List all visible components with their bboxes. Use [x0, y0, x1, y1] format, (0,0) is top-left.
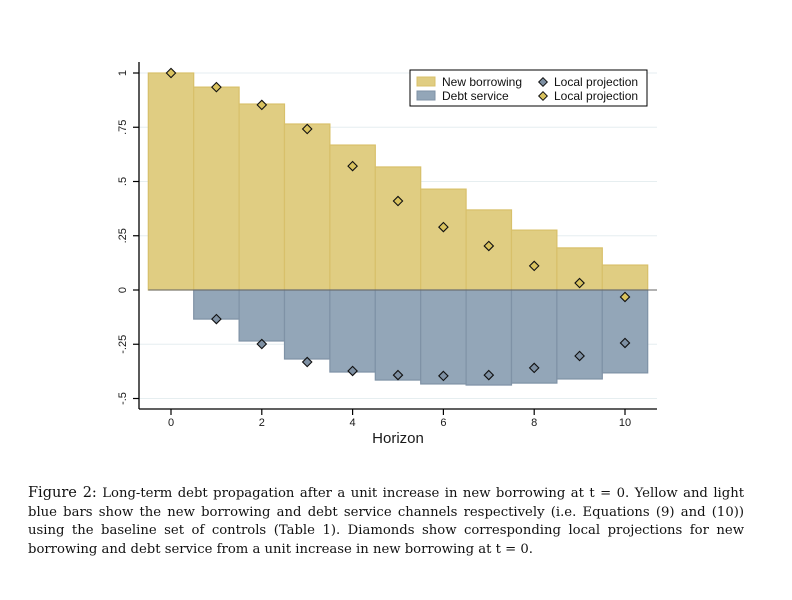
x-tick-label: 2: [259, 417, 265, 429]
local-projection-diamond: [574, 277, 585, 289]
local-projection-diamond: [483, 240, 495, 252]
legend-box: [409, 69, 648, 107]
y-tick-label: .75: [117, 120, 129, 135]
bar-debt-service: [601, 289, 649, 374]
y-tick-label: 0: [117, 287, 129, 293]
bar-new-borrowing: [601, 264, 649, 291]
caption-label: Figure 2:: [28, 485, 97, 501]
bar-debt-service: [283, 289, 331, 360]
legend-label: Local projection: [554, 89, 638, 103]
bar-new-borrowing: [147, 72, 195, 291]
y-tick-label: .25: [117, 228, 129, 243]
local-projection-diamond: [347, 365, 358, 377]
local-projection-diamond: [347, 160, 358, 172]
legend-label: Local projection: [554, 75, 638, 89]
x-axis-title: Horizon: [372, 430, 424, 447]
local-projection-diamond: [438, 221, 449, 233]
caption-text: Long-term debt propagation after a unit …: [28, 486, 744, 557]
local-projection-diamond: [392, 369, 404, 381]
bar-new-borrowing: [238, 103, 286, 291]
legend-swatch: [416, 76, 436, 87]
chart: 1 .75 .5 .25 0 -.25 -.5 0 2 4 6 8 10 Horizon New bo…: [117, 62, 657, 447]
bar-debt-service: [420, 289, 467, 385]
local-projection-diamond: [256, 338, 268, 350]
legend-diamond-icon: [537, 90, 549, 102]
y-tick-label: -.5: [117, 392, 129, 405]
local-projection-diamond: [211, 81, 222, 93]
diamond-markers: [165, 67, 631, 382]
local-projection-diamond: [256, 99, 268, 111]
bar-new-borrowing: [193, 86, 240, 291]
bar-debt-service: [238, 289, 286, 342]
legend-label: Debt service: [442, 89, 509, 103]
local-projection-diamond: [483, 369, 495, 381]
local-projection-diamond: [619, 337, 631, 349]
local-projection-diamond: [574, 350, 585, 362]
bar-new-borrowing: [510, 229, 558, 291]
y-tick-label: .5: [117, 177, 129, 186]
legend-diamond-icon: [537, 76, 549, 88]
local-projection-diamond: [301, 356, 313, 368]
x-tick-label: 8: [531, 417, 537, 429]
bar-new-borrowing: [283, 123, 331, 291]
bar-debt-service: [374, 289, 422, 381]
bar-debt-service: [329, 289, 376, 373]
bars: [147, 72, 649, 386]
local-projection-diamond: [438, 370, 449, 382]
local-projection-diamond: [528, 260, 540, 272]
local-projection-diamond: [301, 123, 313, 135]
y-ticks: 1 .75 .5 .25 0 -.25 -.5: [117, 70, 139, 405]
bar-debt-service: [556, 289, 603, 380]
bar-new-borrowing: [420, 188, 467, 291]
bar-new-borrowing: [374, 166, 422, 291]
local-projection-diamond: [211, 313, 222, 325]
x-tick-label: 10: [619, 417, 631, 429]
local-projection-diamond: [392, 195, 404, 207]
legend: New borrowing Local projection Debt servic…: [409, 69, 648, 107]
legend-label: New borrowing: [442, 75, 522, 89]
local-projection-diamond: [528, 362, 540, 374]
local-projection-diamond: [165, 67, 177, 79]
x-tick-label: 4: [350, 417, 356, 429]
x-tick-label: 0: [168, 417, 174, 429]
bar-debt-service: [465, 289, 513, 386]
local-projection-diamond: [619, 291, 631, 303]
y-tick-label: -.25: [117, 335, 129, 354]
y-tick-label: 1: [117, 70, 129, 76]
x-ticks: 0 2 4 6 8 10: [168, 409, 631, 429]
x-tick-label: 6: [440, 417, 446, 429]
legend-swatch: [416, 90, 436, 101]
figure-caption: Figure 2: Long-term debt propagation aft…: [28, 484, 744, 559]
